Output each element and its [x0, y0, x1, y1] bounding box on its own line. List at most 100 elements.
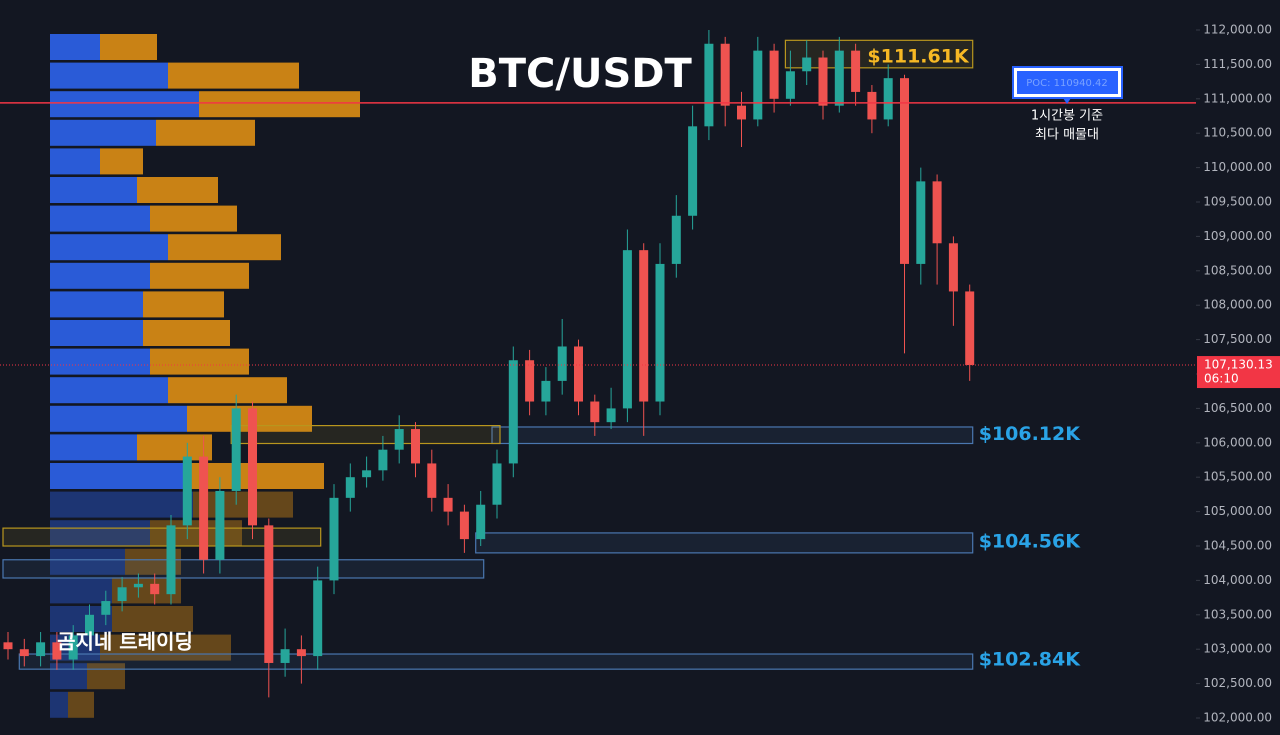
candle-body — [639, 250, 649, 402]
candle-body — [231, 408, 241, 491]
candle-body — [264, 525, 274, 663]
poc-box-inner — [1017, 71, 1118, 94]
profile-buy — [50, 205, 150, 232]
candle-body — [688, 126, 698, 216]
candle-body — [606, 408, 616, 423]
profile-buy — [50, 34, 100, 60]
y-tick-label: 106,000.00 — [1203, 435, 1272, 449]
profile-buy — [50, 177, 137, 203]
candle-body — [329, 497, 339, 581]
y-tick-label: 103,000.00 — [1203, 642, 1272, 656]
profile-buy — [50, 463, 187, 489]
profile-buy — [50, 62, 168, 89]
zone-label: $102.84K — [979, 649, 1082, 671]
candle-body — [411, 429, 420, 464]
price-zone — [230, 425, 501, 445]
profile-buy — [50, 548, 125, 575]
candle-body — [215, 490, 225, 560]
candle-body — [313, 580, 323, 657]
candle-body — [378, 449, 388, 471]
profile-buy — [50, 577, 112, 604]
profile-sell — [137, 434, 212, 461]
profile-sell — [150, 205, 237, 232]
candle-body — [574, 346, 583, 402]
profile-buy — [50, 262, 150, 289]
profile-buy — [50, 234, 168, 261]
candle-body — [867, 91, 877, 120]
y-tick-label: 109,500.00 — [1203, 194, 1272, 208]
price-zone — [2, 559, 485, 579]
chart-title: BTC/USDT — [468, 51, 692, 97]
candle-body — [802, 57, 812, 72]
profile-buy — [50, 91, 199, 118]
candle-body — [3, 642, 13, 650]
candle-body — [150, 583, 160, 595]
profile-buy — [50, 663, 87, 690]
profile-buy — [50, 119, 156, 146]
poc-note: 1시간봉 기준 — [1031, 109, 1103, 124]
y-tick-label: 108,000.00 — [1203, 298, 1272, 312]
profile-sell — [193, 491, 293, 518]
candle-body — [737, 105, 746, 120]
candle-body — [459, 511, 469, 540]
y-tick-label: 106,500.00 — [1203, 401, 1272, 415]
profile-sell — [150, 520, 242, 547]
candle-body — [932, 181, 942, 244]
y-tick-label: 105,500.00 — [1203, 470, 1272, 484]
profile-sell — [100, 148, 143, 175]
candle-body — [769, 50, 779, 99]
candle-body — [785, 71, 795, 99]
price-zone — [475, 532, 974, 554]
price-zone — [18, 653, 974, 670]
candle-body — [166, 525, 176, 595]
y-tick-label: 110,500.00 — [1203, 126, 1272, 140]
profile-buy — [50, 377, 168, 404]
y-tick-label: 107,500.00 — [1203, 332, 1272, 346]
last-price-box — [1197, 356, 1280, 389]
profile-sell — [100, 634, 231, 661]
profile-buy — [50, 291, 143, 318]
y-tick-label: 109,000.00 — [1203, 229, 1272, 243]
profile-buy — [50, 405, 187, 432]
profile-sell — [168, 377, 287, 404]
price-zone — [784, 39, 974, 69]
profile-sell — [168, 62, 299, 89]
candle-body — [965, 291, 975, 366]
profile-sell — [143, 291, 224, 318]
price-zone — [491, 426, 974, 445]
profile-buy — [50, 491, 193, 518]
candle-body — [52, 642, 62, 660]
y-tick-label: 104,000.00 — [1203, 573, 1272, 587]
profile-sell — [156, 119, 255, 146]
profile-sell — [68, 691, 94, 718]
candle-body — [345, 477, 355, 498]
candle-body — [443, 497, 453, 512]
candle-body — [508, 360, 518, 464]
candle-body — [85, 614, 94, 636]
countdown-label: 06:10 — [1204, 372, 1239, 386]
profile-buy — [50, 691, 68, 718]
candle-body — [133, 583, 143, 588]
candle-body — [280, 649, 290, 663]
profile-sell — [87, 663, 125, 690]
watermark: 곰지네 트레이딩 — [57, 630, 193, 654]
candle-body — [296, 649, 306, 657]
candle-body — [427, 463, 437, 498]
candle-body — [19, 649, 29, 657]
profile-sell — [112, 606, 193, 632]
candle-body — [753, 50, 763, 120]
profile-sell — [150, 348, 249, 375]
last-price-label: 107,130.13 — [1204, 358, 1273, 372]
profile-buy — [50, 434, 137, 461]
candle-body — [362, 470, 372, 478]
candle-body — [655, 263, 665, 402]
candle-body — [68, 635, 78, 660]
y-tick-label: 104,500.00 — [1203, 539, 1272, 553]
candle-body — [834, 50, 844, 106]
y-tick-label: 111,000.00 — [1203, 91, 1272, 105]
y-tick-label: 102,500.00 — [1203, 676, 1272, 690]
candle-body — [948, 243, 958, 292]
candle-body — [704, 43, 714, 127]
y-tick-label: 108,500.00 — [1203, 263, 1272, 277]
